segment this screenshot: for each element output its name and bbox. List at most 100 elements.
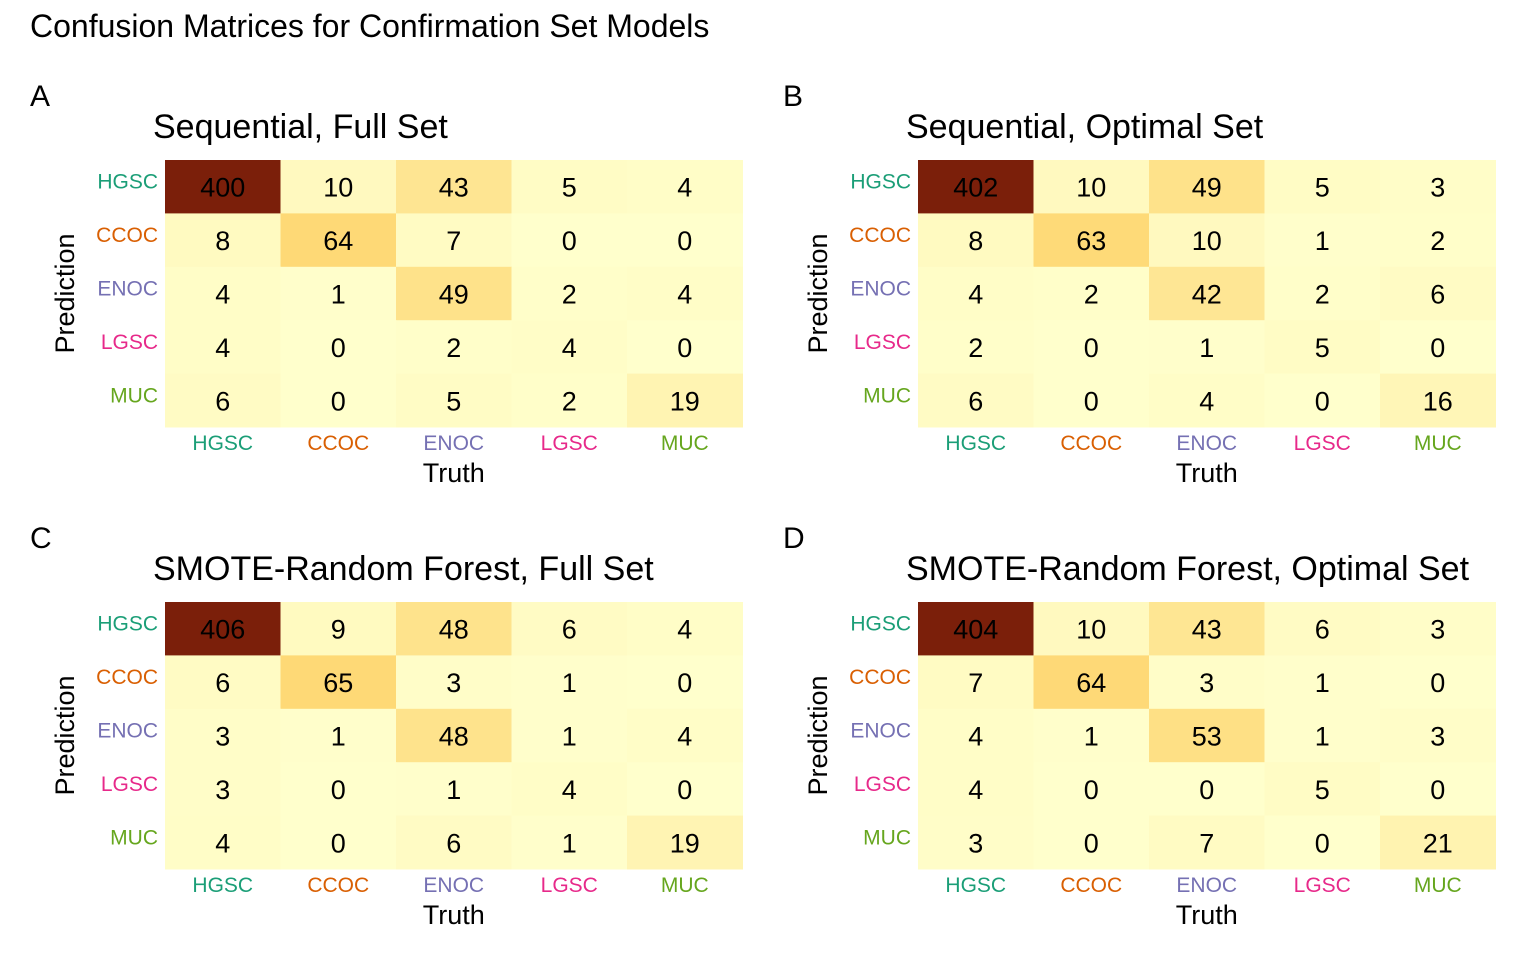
cell-value-label: 6: [1430, 280, 1445, 310]
heatmap-cell: [1264, 373, 1381, 428]
heatmap-cell: [396, 213, 512, 268]
cell-value-label: 3: [446, 668, 461, 698]
y-tick-label: CCOC: [849, 224, 911, 247]
panel-letter: C: [30, 522, 52, 555]
heatmap-cell: [627, 815, 743, 870]
heatmap-cell: [1380, 373, 1496, 428]
cell-value-label: 4: [562, 775, 577, 805]
cell-value-label: 3: [1430, 722, 1445, 752]
x-axis-title: Truth: [1176, 900, 1238, 930]
y-tick-label: LGSC: [101, 331, 158, 354]
x-tick-label: CCOC: [307, 874, 369, 897]
cell-value-label: 10: [1076, 173, 1106, 203]
cell-value-label: 1: [1199, 333, 1214, 363]
heatmap-cell: [1380, 160, 1496, 214]
heatmap-cell: [165, 213, 281, 268]
y-tick-label: MUC: [110, 384, 158, 407]
confusion-matrix-chart: 402 10 49 5 38 63 10 1 24 2 42 2 62 0 1 5 06 0 4 0 16HGSCCCO…: [803, 160, 1496, 488]
cell-value-label: 0: [677, 333, 692, 363]
heatmap-cell: [1264, 762, 1381, 817]
heatmap-cell: [511, 266, 628, 321]
cell-value-label: 48: [439, 615, 469, 645]
heatmap-cell: [1264, 655, 1381, 710]
panel-b: B Sequential, Optimal Set 402 10 49 5 3 8 63 10…: [783, 80, 1533, 520]
heatmap-cell: [1380, 708, 1496, 763]
heatmap-cell: [396, 815, 512, 870]
heatmap-cell: [1264, 320, 1381, 375]
cell-value-label: 16: [1423, 386, 1453, 416]
x-tick-label: HGSC: [192, 874, 253, 897]
cell-value-label: 3: [215, 775, 230, 805]
x-axis-title: Truth: [423, 458, 485, 488]
cell-value-label: 5: [1315, 333, 1330, 363]
y-tick-label: HGSC: [97, 171, 158, 194]
cell-value-label: 3: [968, 828, 983, 858]
heatmap-cell: [1033, 655, 1150, 710]
x-axis-title: Truth: [1176, 458, 1238, 488]
heatmap-cell: [1380, 266, 1496, 321]
heatmap-cell: [1033, 160, 1150, 214]
cell-value-label: 1: [1315, 668, 1330, 698]
cell-value-label: 4: [215, 333, 230, 363]
cell-value-label: 43: [1192, 615, 1222, 645]
y-tick-label: MUC: [110, 826, 158, 849]
cell-value-label: 6: [215, 668, 230, 698]
heatmap-cell: [918, 815, 1034, 870]
heatmap-cell: [165, 320, 281, 375]
heatmap-cell: [511, 320, 628, 375]
heatmap-cell: [165, 266, 281, 321]
heatmap-cell: [1033, 320, 1150, 375]
cell-value-label: 63: [1076, 226, 1106, 256]
x-tick-label: HGSC: [945, 432, 1006, 455]
cell-value-label: 7: [446, 226, 461, 256]
heatmap-cell: [1033, 708, 1150, 763]
cell-value-label: 4: [968, 722, 983, 752]
cell-value-label: 0: [1430, 775, 1445, 805]
heatmap-cell: [1264, 160, 1381, 214]
heatmap-cell: [918, 213, 1034, 268]
heatmap-cell: [627, 213, 743, 268]
y-tick-label: MUC: [863, 384, 911, 407]
heatmap-cell: [627, 708, 743, 763]
x-tick-label: LGSC: [541, 874, 598, 897]
cell-value-label: 10: [323, 173, 353, 203]
heatmap-cell: [1264, 266, 1381, 321]
cell-value-label: 4: [968, 280, 983, 310]
cell-value-label: 0: [1315, 386, 1330, 416]
heatmap-cell: [1380, 762, 1496, 817]
cell-value-label: 1: [1315, 722, 1330, 752]
cell-value-label: 5: [1315, 173, 1330, 203]
heatmap-cell: [1264, 708, 1381, 763]
cell-value-label: 0: [331, 828, 346, 858]
cell-value-label: 7: [968, 668, 983, 698]
cell-value-label: 6: [562, 615, 577, 645]
cell-value-label: 4: [677, 722, 692, 752]
x-tick-label: ENOC: [423, 432, 484, 455]
x-tick-label: LGSC: [541, 432, 598, 455]
heatmap-cell: [280, 655, 397, 710]
cell-value-label: 4: [677, 280, 692, 310]
x-tick-label: HGSC: [192, 432, 253, 455]
x-tick-label: MUC: [661, 432, 709, 455]
heatmap-cell: [918, 266, 1034, 321]
heatmap-cell: [1149, 762, 1265, 817]
cell-value-label: 2: [1430, 226, 1445, 256]
cell-value-label: 48: [439, 722, 469, 752]
x-tick-label: CCOC: [307, 432, 369, 455]
cell-value-label: 10: [1076, 615, 1106, 645]
heatmap-cell: [627, 655, 743, 710]
y-tick-label: HGSC: [850, 171, 911, 194]
x-tick-label: CCOC: [1060, 874, 1122, 897]
cell-value-label: 43: [439, 173, 469, 203]
cell-value-label: 0: [1430, 333, 1445, 363]
heatmap-cell: [280, 373, 397, 428]
confusion-matrix-chart: 404 10 43 6 37 64 3 1 04 1 53 1 34 0 0 5 03 0 7 0 21HGSCCCOC…: [803, 602, 1496, 930]
heatmap-cell: [918, 320, 1034, 375]
heatmap-cell: [511, 213, 628, 268]
x-axis-title: Truth: [423, 900, 485, 930]
cell-value-label: 42: [1192, 280, 1222, 310]
cell-value-label: 4: [215, 828, 230, 858]
cell-value-label: 4: [215, 280, 230, 310]
heatmap-cell: [627, 373, 743, 428]
heatmap-cell: [396, 160, 512, 214]
